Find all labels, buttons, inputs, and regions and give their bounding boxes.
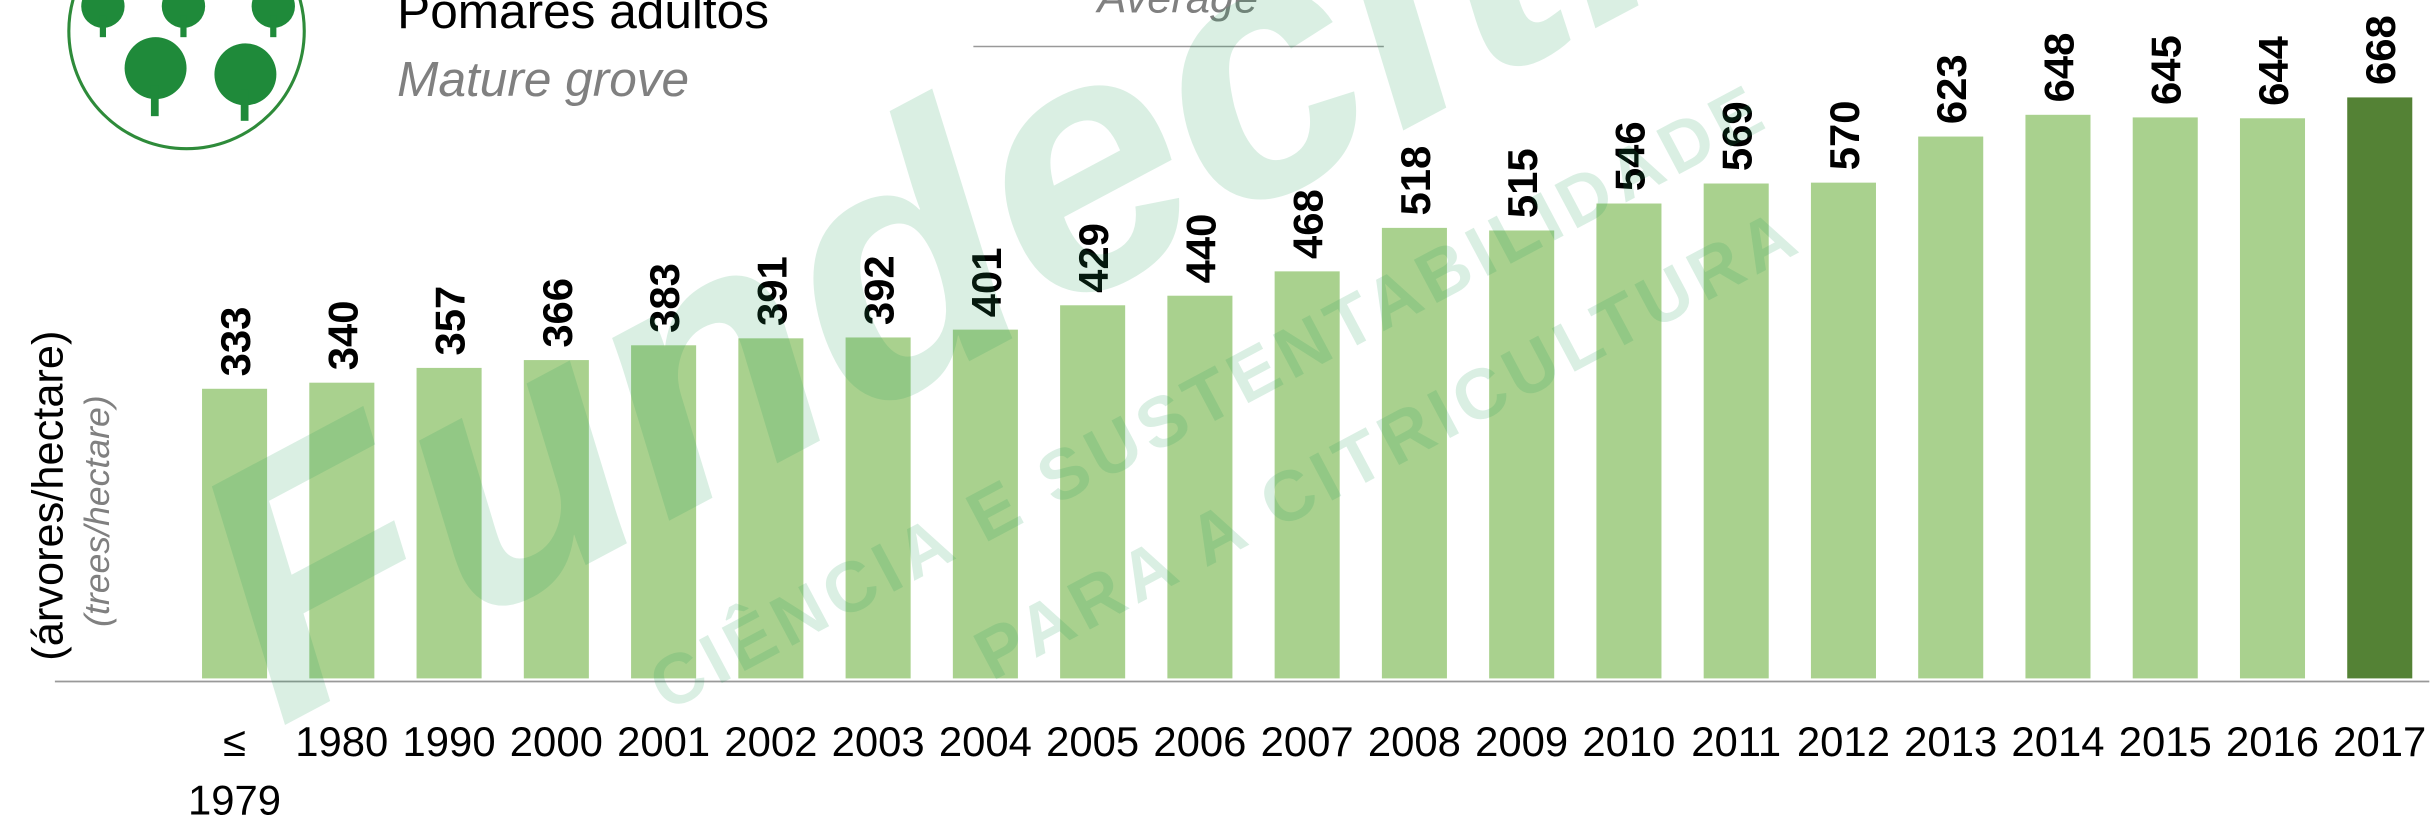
- bar: [1703, 183, 1769, 679]
- x-tick-label-box: 2000: [509, 718, 603, 766]
- value-label: 546: [1606, 121, 1653, 191]
- x-tick-label: 2008: [1367, 718, 1461, 766]
- x-tick-label: 2015: [2118, 718, 2212, 766]
- x-tick-label-box: 2006: [1153, 718, 1247, 766]
- x-tick-label: 2013: [1904, 718, 1998, 766]
- x-tick-label: 2000: [509, 718, 603, 766]
- x-tick-label: 2005: [1046, 718, 1140, 766]
- x-tick-label-box: 2016: [2225, 718, 2320, 766]
- x-tick-label: 2010: [1582, 718, 1676, 766]
- value-label: 366: [534, 278, 581, 348]
- value-label: 392: [856, 255, 903, 325]
- bar: [738, 338, 804, 679]
- x-tick-label: 1980: [295, 718, 389, 766]
- x-tick-label-box: 2013: [1904, 718, 1998, 766]
- x-tick-label-box: 2011: [1691, 718, 1782, 766]
- bar: [845, 337, 911, 679]
- bar: [1060, 305, 1126, 679]
- x-tick-label-box: ≤ 1979: [188, 718, 282, 824]
- value-label: 570: [1821, 101, 1868, 171]
- x-tick-label-box: 2008: [1367, 718, 1461, 766]
- x-tick-label: 1990: [402, 718, 496, 766]
- value-label: 340: [319, 301, 366, 371]
- value-label: 429: [1070, 223, 1117, 293]
- bar: [2347, 97, 2413, 679]
- value-label: 668: [2357, 15, 2404, 85]
- x-tick-label-box: 2003: [831, 718, 925, 766]
- bar: [1167, 295, 1233, 679]
- bar: [2025, 114, 2091, 679]
- x-tick-label: 2009: [1475, 718, 1569, 766]
- value-label: 391: [748, 256, 795, 326]
- value-label: 515: [1499, 148, 1546, 218]
- bar: [1918, 136, 1984, 679]
- legend-text: Average: [1094, 0, 1258, 22]
- x-tick-label-box: 2009: [1475, 718, 1569, 766]
- bar: [1596, 203, 1662, 679]
- value-label: 569: [1714, 101, 1761, 171]
- x-tick-label: 2011: [1691, 718, 1782, 766]
- bar: [1489, 230, 1555, 679]
- x-tick-label: 2012: [1796, 718, 1890, 766]
- value-label: 648: [2035, 33, 2082, 103]
- x-tick-label: 2004: [938, 718, 1032, 766]
- value-label: 645: [2143, 35, 2190, 105]
- bar: [631, 345, 697, 679]
- bar: [2132, 117, 2198, 679]
- x-tick-label-box: 2014: [2011, 718, 2105, 766]
- value-label: 401: [963, 247, 1010, 317]
- x-tick-label-box: 2017: [2333, 718, 2427, 766]
- x-tick-label: 2016: [2225, 718, 2320, 766]
- x-tick-label: ≤ 1979: [188, 718, 282, 824]
- x-tick-label-box: 2010: [1582, 718, 1676, 766]
- value-label: 468: [1285, 189, 1332, 259]
- value-label: 518: [1392, 146, 1439, 216]
- y-axis-label: (árvores/hectare): [25, 331, 73, 661]
- x-tick-label-box: 1980: [295, 718, 389, 766]
- x-tick-label-box: 1990: [402, 718, 496, 766]
- x-tick-label: 2001: [617, 718, 711, 766]
- bar: [1274, 271, 1340, 679]
- x-tick-label: 2003: [831, 718, 925, 766]
- x-tick-label: 2002: [724, 718, 818, 766]
- value-label: 357: [427, 286, 474, 356]
- x-tick-label: 2014: [2011, 718, 2105, 766]
- x-tick-label-box: 2015: [2118, 718, 2212, 766]
- bar: [202, 388, 268, 679]
- bar: [1381, 227, 1447, 679]
- bar: [523, 360, 589, 679]
- value-label: 644: [2250, 35, 2297, 105]
- x-tick-label: 2007: [1260, 718, 1354, 766]
- chart-subtitle: Mature grove: [397, 51, 689, 107]
- bar: [2239, 118, 2306, 679]
- x-tick-label: 2006: [1153, 718, 1247, 766]
- grove-icon: [67, 0, 306, 151]
- value-label: 383: [641, 263, 688, 333]
- x-tick-label-box: 2002: [724, 718, 818, 766]
- bar: [952, 329, 1018, 679]
- x-tick-label-box: 2007: [1260, 718, 1354, 766]
- value-label: 333: [212, 307, 259, 377]
- x-tick-label-box: 2005: [1046, 718, 1140, 766]
- x-tick-label-box: 2001: [617, 718, 711, 766]
- x-tick-label-box: 2012: [1796, 718, 1890, 766]
- x-tick-label-box: 2004: [938, 718, 1032, 766]
- bar: [309, 382, 375, 679]
- y-axis-label-secondary: (trees/hectare): [77, 395, 117, 627]
- bar: [416, 367, 482, 679]
- chart-title: Pomares adultos: [397, 0, 769, 39]
- value-label: 440: [1177, 214, 1224, 284]
- value-label: 623: [1928, 54, 1975, 124]
- bar: [1810, 182, 1876, 679]
- x-tick-label: 2017: [2333, 718, 2427, 766]
